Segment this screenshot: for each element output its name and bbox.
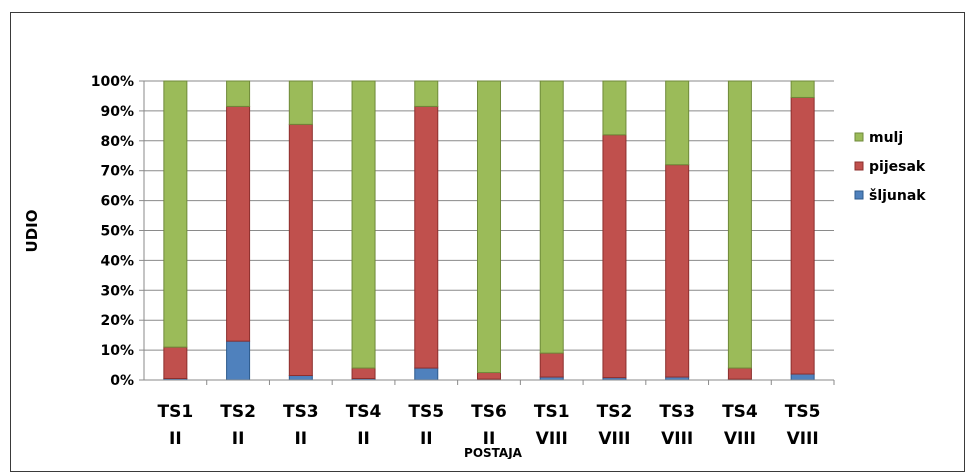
- bar-pijesak: [477, 372, 501, 380]
- bar-pijesak: [226, 105, 251, 342]
- y-tick-label: 70%: [100, 164, 134, 180]
- y-tick-label: 20%: [100, 313, 134, 329]
- bar-pijesak: [727, 367, 752, 380]
- x-tick-label: VIII: [598, 429, 630, 449]
- bar-šljunak: [226, 340, 251, 381]
- bar-pijesak: [163, 346, 188, 380]
- bars: [163, 80, 815, 381]
- bar-mulj: [602, 80, 627, 136]
- bar-mulj: [351, 80, 376, 369]
- x-tick-label: II: [169, 429, 182, 449]
- bar-šljunak: [288, 375, 313, 381]
- bar-pijesak: [539, 352, 564, 378]
- y-axis-label: UDIO: [23, 210, 41, 253]
- legend-label-šljunak: šljunak: [869, 188, 926, 204]
- bar-mulj: [539, 80, 564, 354]
- x-tick-label: II: [420, 429, 433, 449]
- legend-swatch-pijesak: [854, 161, 864, 171]
- chart-frame: 0% 10% 20% 30% 40% 50% 60% 70% 80% 90% 100% TS1 II T…: [10, 12, 965, 472]
- y-tick-label: 10%: [100, 343, 134, 359]
- x-tick-label: VIII: [661, 429, 693, 449]
- bar-mulj: [665, 80, 690, 166]
- x-tick-labels: TS1 II TS2 II TS3 II TS4 II TS5 II TS6 II TS1 VIII TS2…: [158, 402, 821, 449]
- x-tick-label: II: [232, 429, 245, 449]
- x-tick-label: II: [294, 429, 307, 449]
- x-tick-label: II: [483, 429, 496, 449]
- x-tick-label: TS3: [659, 402, 695, 422]
- x-tick-label: TS2: [597, 402, 633, 422]
- legend-swatch-mulj: [854, 132, 864, 142]
- y-tick-label: 60%: [100, 194, 134, 210]
- axes: [139, 80, 835, 385]
- legend-label-mulj: mulj: [869, 130, 903, 146]
- x-tick-label: TS5: [408, 402, 444, 422]
- bar-mulj: [477, 80, 501, 374]
- bar-pijesak: [351, 367, 376, 380]
- bar-mulj: [226, 80, 251, 107]
- legend: mulj pijesak šljunak: [854, 130, 926, 204]
- bar-mulj: [790, 80, 815, 98]
- bar-pijesak: [665, 164, 690, 378]
- x-tick-label: TS1: [534, 402, 570, 422]
- y-tick-label: 100%: [91, 74, 134, 90]
- x-tick-label: TS3: [283, 402, 319, 422]
- bar-šljunak: [414, 367, 439, 381]
- x-tick-label: TS5: [785, 402, 821, 422]
- x-tick-label: VIII: [536, 429, 568, 449]
- y-tick-label: 80%: [100, 134, 134, 150]
- bar-pijesak: [288, 123, 313, 377]
- x-tick-label: TS6: [471, 402, 507, 422]
- bar-mulj: [414, 80, 439, 107]
- bar-mulj: [288, 80, 313, 125]
- y-tick-label: 50%: [100, 224, 134, 240]
- legend-label-pijesak: pijesak: [869, 159, 926, 175]
- bar-pijesak: [602, 134, 627, 379]
- stacked-bar-chart: 0%10%20%30%40%50%60%70%80%90%100% TS1IIT…: [23, 74, 926, 459]
- x-tick-label: II: [357, 429, 370, 449]
- bar-pijesak: [414, 105, 439, 369]
- bar-pijesak: [790, 96, 815, 375]
- bar-mulj: [727, 80, 752, 369]
- x-tick-label: TS4: [346, 402, 382, 422]
- x-tick-label: VIII: [787, 429, 819, 449]
- bar-šljunak: [790, 373, 815, 381]
- y-tick-label: 0%: [110, 373, 134, 389]
- x-tick-label: VIII: [724, 429, 756, 449]
- y-tick-label: 90%: [100, 104, 134, 120]
- y-tick-labels: 0% 10% 20% 30% 40% 50% 60% 70% 80% 90% 100%: [91, 74, 134, 389]
- y-tick-label: 40%: [100, 253, 134, 269]
- bar-mulj: [163, 80, 188, 348]
- x-tick-label: TS4: [722, 402, 758, 422]
- x-axis-label: POSTAJA: [464, 446, 523, 459]
- x-tick-label: TS1: [158, 402, 194, 422]
- x-tick-label: TS2: [220, 402, 256, 422]
- legend-swatch-šljunak: [854, 190, 864, 200]
- y-tick-label: 30%: [100, 283, 134, 299]
